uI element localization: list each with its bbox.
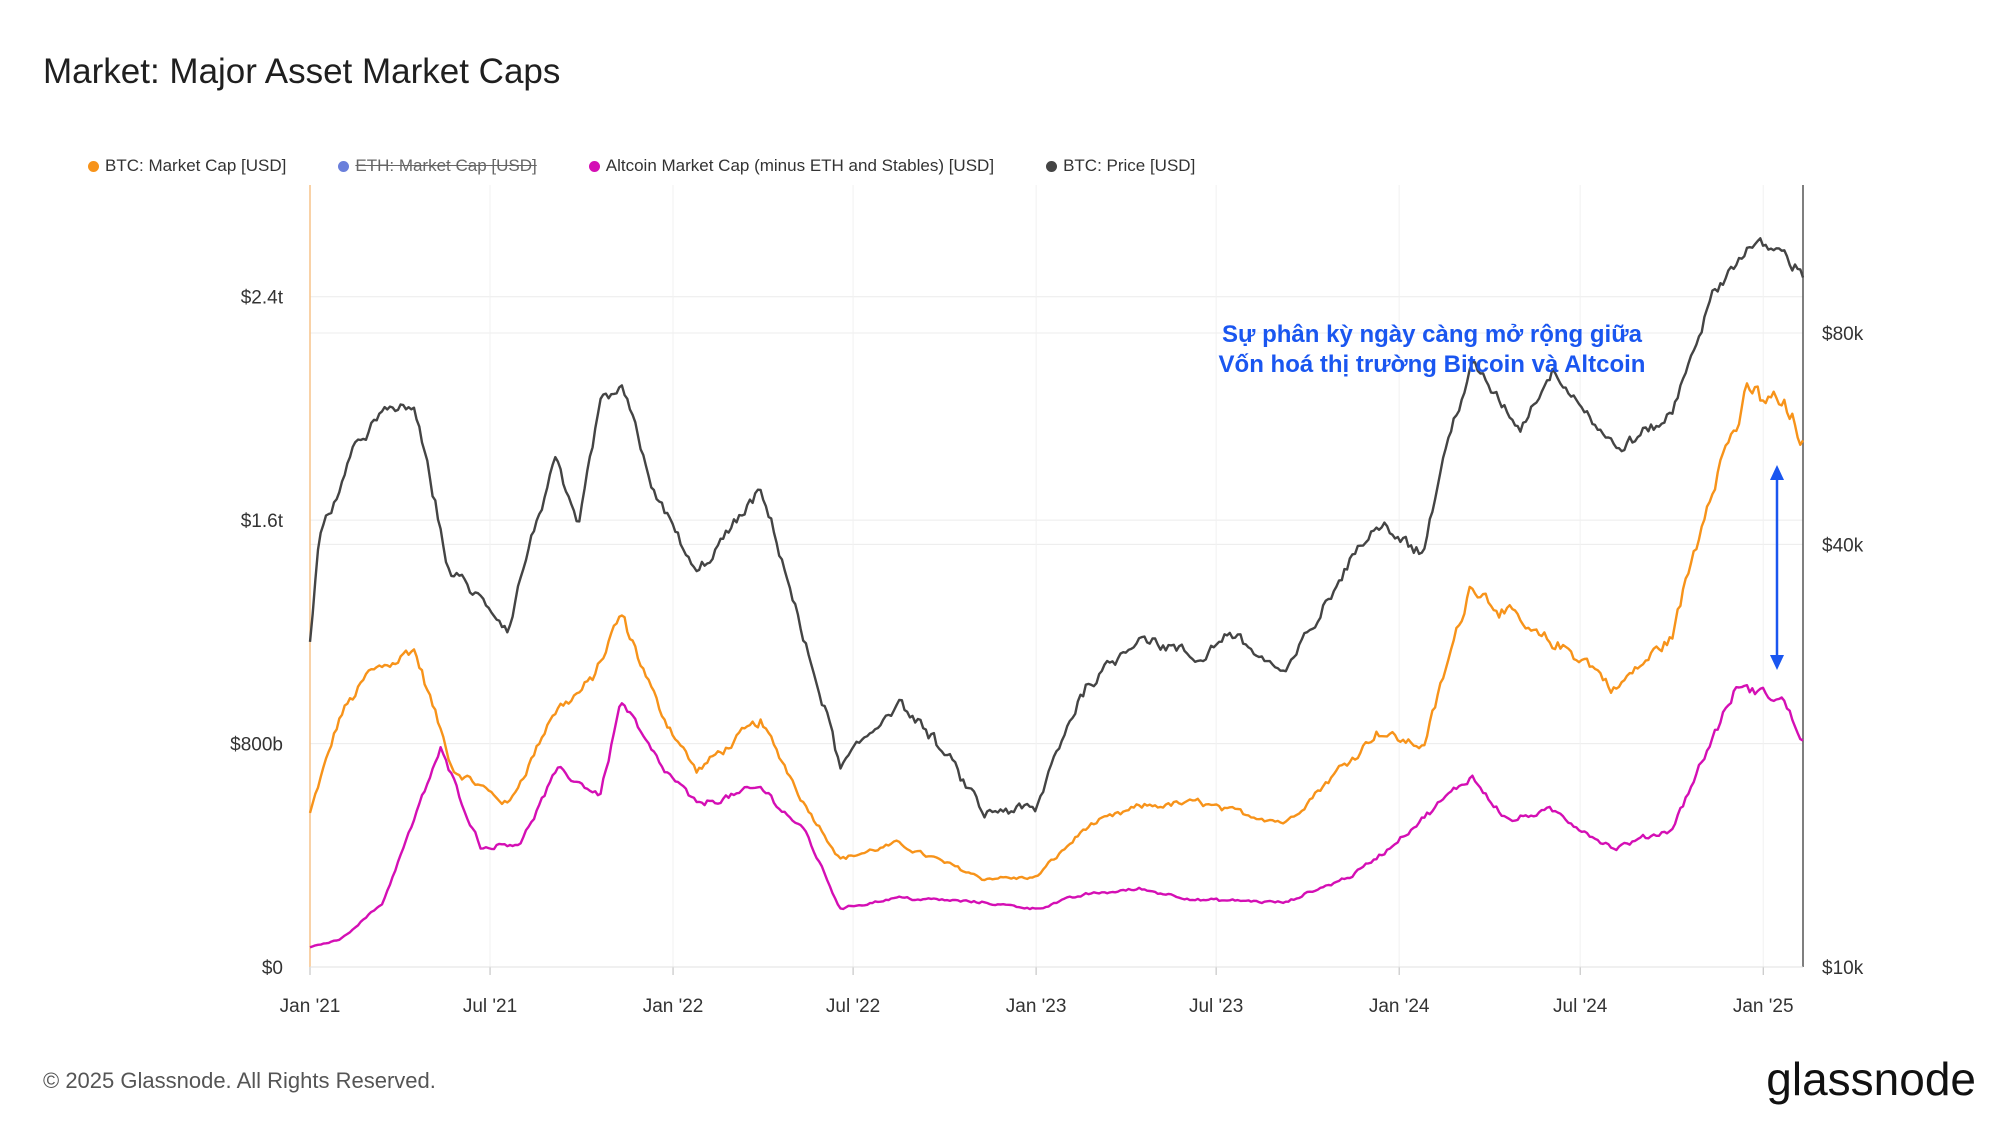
legend-swatch-eth-market-cap (338, 160, 350, 172)
legend-item-btc-price[interactable]: BTC: Price [USD] (1046, 156, 1195, 176)
annotation-line-1: Sự phân kỳ ngày càng mở rộng giữa (1222, 321, 1643, 348)
copyright-footer: © 2025 Glassnode. All Rights Reserved. (43, 1068, 436, 1093)
series-lines (308, 237, 1805, 949)
axes: $0 $800b $1.6t $2.4t $10k $40k $80k Jan '21 Jul … (230, 185, 1864, 1017)
legend-swatch-altcoin-market-cap (588, 160, 600, 172)
y-left-tick-label: $800b (230, 735, 283, 756)
series-line-altcoin-market-cap-minus-eth-and-stables-usd[interactable] (309, 684, 1804, 949)
legend-swatch-btc-market-cap (88, 160, 99, 172)
x-tick-label: Jan '24 (1369, 996, 1430, 1017)
divergence-arrow (1770, 465, 1784, 670)
legend-label: Altcoin Market Cap (minus ETH and Stable… (605, 156, 995, 175)
legend-swatch-btc-price (1046, 160, 1058, 172)
glassnode-logo: glassnode (1766, 1053, 1976, 1105)
series-line-btc-market-cap-usd[interactable] (308, 382, 1805, 882)
annotation: Sự phân kỳ ngày càng mở rộng giữa Vốn ho… (1219, 321, 1784, 670)
y-left-tick-label: $2.4t (241, 288, 284, 309)
chart-legend: BTC: Market Cap [USD] ETH: Market Cap [U… (88, 156, 1247, 176)
x-tick-label: Jul '22 (826, 996, 880, 1017)
x-tick-label: Jan '23 (1006, 996, 1067, 1017)
annotation-line-2: Vốn hoá thị trường Bitcoin và Altcoin (1219, 351, 1646, 378)
x-tick-label: Jul '23 (1189, 996, 1243, 1017)
legend-label: BTC: Price [USD] (1063, 156, 1196, 175)
y-right-tick-label: $10k (1822, 958, 1864, 979)
series-line-btc-price-usd[interactable] (308, 237, 1805, 819)
legend-item-btc-market-cap[interactable]: BTC: Market Cap [USD] (88, 156, 286, 176)
y-right-tick-label: $40k (1822, 535, 1864, 556)
legend-item-eth-market-cap[interactable]: ETH: Market Cap [USD] (338, 156, 537, 176)
x-tick-label: Jan '21 (280, 996, 341, 1017)
legend-label: ETH: Market Cap [USD] (355, 156, 537, 175)
x-tick-label: Jul '21 (463, 996, 517, 1017)
legend-label: BTC: Market Cap [USD] (105, 156, 287, 175)
x-tick-label: Jan '25 (1733, 996, 1794, 1017)
y-right-tick-label: $80k (1822, 324, 1864, 345)
grid-lines (309, 185, 1803, 968)
chart-title: Market: Major Asset Market Caps (43, 52, 561, 91)
y-left-tick-label: $0 (262, 958, 283, 979)
legend-item-altcoin-market-cap[interactable]: Altcoin Market Cap (minus ETH and Stable… (588, 156, 995, 176)
x-tick-label: Jan '22 (643, 996, 704, 1017)
x-tick-label: Jul '24 (1553, 996, 1608, 1017)
y-left-tick-label: $1.6t (241, 511, 284, 532)
